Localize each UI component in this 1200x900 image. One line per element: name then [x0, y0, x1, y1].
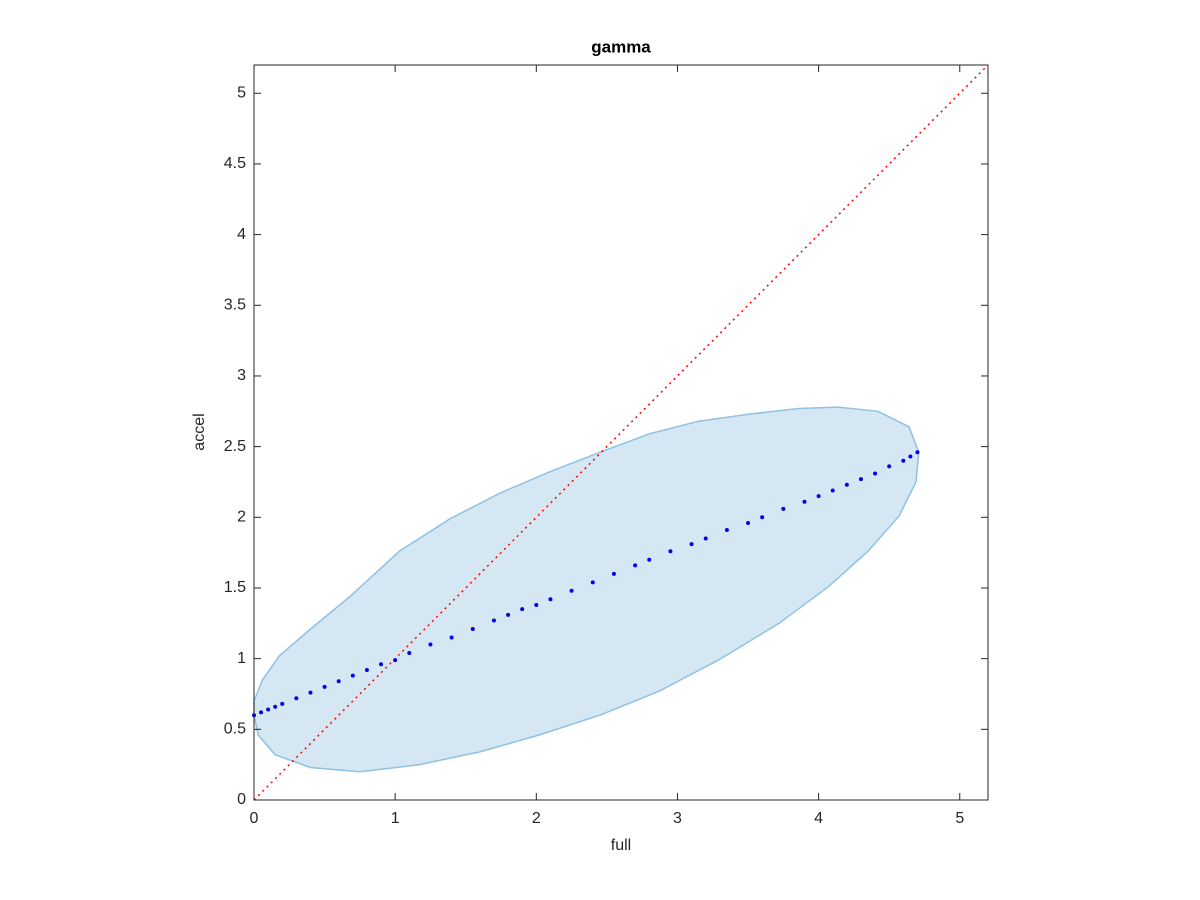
data-point	[569, 588, 574, 593]
y-axis-label: accel	[191, 413, 208, 450]
data-point	[266, 707, 271, 712]
data-point	[887, 464, 892, 469]
x-tick-label: 5	[955, 810, 964, 827]
y-tick-label: 5	[237, 84, 246, 101]
chart-title: gamma	[591, 37, 651, 56]
reference-line	[253, 64, 989, 801]
data-point	[611, 571, 616, 576]
data-point	[844, 482, 849, 487]
data-point	[407, 651, 412, 655]
data-point	[590, 580, 595, 585]
axes-box	[253, 64, 989, 801]
data-point	[915, 450, 920, 455]
data-point	[760, 515, 765, 520]
data-point	[830, 488, 835, 493]
data-point	[322, 684, 327, 689]
data-point	[336, 679, 341, 684]
x-tick-label: 2	[532, 810, 541, 827]
x-tick-label: 4	[814, 810, 823, 827]
data-point	[491, 618, 496, 623]
x-tick-label: 1	[391, 810, 400, 827]
y-tick-label: 0.5	[224, 721, 246, 738]
data-point	[633, 563, 638, 568]
data-point	[350, 673, 355, 678]
data-point	[294, 696, 299, 701]
y-tick-label: 2.5	[224, 438, 246, 455]
data-point	[470, 626, 475, 631]
data-point	[506, 612, 511, 617]
data-point	[308, 690, 313, 695]
data-point	[724, 528, 729, 533]
data-point	[781, 506, 786, 511]
data-point	[858, 477, 863, 482]
x-axis-label: full	[611, 837, 631, 854]
data-point	[746, 520, 751, 525]
data-point	[364, 667, 369, 672]
data-point	[703, 536, 708, 541]
data-point	[428, 642, 433, 647]
data-point	[280, 701, 285, 706]
y-tick-label: 1.5	[224, 579, 246, 596]
data-point	[548, 597, 553, 602]
data-point	[647, 557, 652, 562]
data-point	[908, 454, 913, 459]
data-point	[816, 494, 821, 499]
data-point	[393, 658, 398, 663]
y-tick-label: 1	[237, 650, 246, 667]
y-tick-label: 4.5	[224, 155, 246, 172]
data-point	[802, 499, 807, 504]
data-point	[668, 549, 673, 554]
y-tick-label: 2	[237, 509, 246, 526]
data-point	[873, 471, 878, 476]
confidence-region	[253, 406, 920, 773]
y-tick-label: 0	[237, 791, 246, 808]
data-point	[901, 458, 906, 463]
x-tick-label: 3	[673, 810, 682, 827]
data-point	[689, 542, 694, 547]
y-tick-label: 4	[237, 226, 246, 243]
data-point	[520, 607, 525, 612]
y-tick-label: 3.5	[224, 297, 246, 314]
data-point	[259, 710, 264, 715]
data-point	[534, 602, 539, 607]
x-tick-label: 0	[250, 810, 259, 827]
y-tick-label: 3	[237, 367, 246, 384]
data-point	[273, 704, 278, 709]
data-point	[449, 635, 454, 640]
data-point	[379, 662, 384, 667]
